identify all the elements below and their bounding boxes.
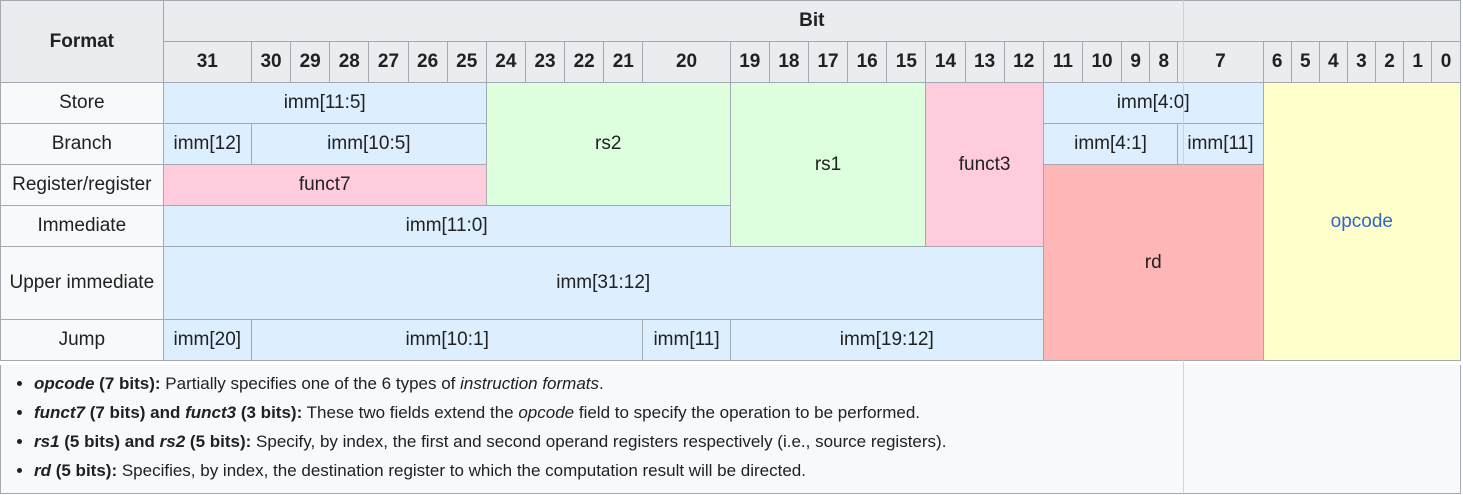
field-jump-imm-19-12: imm[19:12]	[729, 319, 1044, 361]
note-text: field to specify the operation to be per…	[574, 403, 920, 422]
bit-number: 4	[1318, 41, 1348, 83]
bit-number: 11	[1042, 41, 1083, 83]
bit-number: 9	[1121, 41, 1151, 83]
bit-number: 16	[847, 41, 888, 83]
note-funct: funct7 (7 bits) and funct3 (3 bits): The…	[34, 403, 1460, 422]
note-bold: (5 bits):	[185, 432, 252, 451]
column-divider-line	[1183, 0, 1184, 495]
bit-header: Bit	[162, 0, 1462, 42]
note-bold: (5 bits) and	[59, 432, 160, 451]
instruction-format-table: Format Bit 31 30 29 28 27 26 25 24 23 22…	[0, 0, 1462, 361]
note-term: funct7	[34, 403, 85, 422]
field-notes: opcode (7 bits): Partially specifies one…	[0, 365, 1461, 494]
format-branch: Branch	[0, 123, 164, 165]
bit-number: 27	[368, 41, 409, 83]
bit-number: 13	[964, 41, 1005, 83]
note-term: rs2	[159, 432, 186, 451]
bit-number: 22	[564, 41, 605, 83]
note-rd: rd (5 bits): Specifies, by index, the de…	[34, 461, 1460, 480]
note-rs: rs1 (5 bits) and rs2 (5 bits): Specify, …	[34, 432, 1460, 451]
note-bold: (7 bits) and	[85, 403, 186, 422]
field-rd: rd	[1042, 164, 1264, 361]
format-jump: Jump	[0, 319, 164, 361]
field-store-imm-4-0: imm[4:0]	[1042, 82, 1264, 124]
bit-number: 20	[642, 41, 731, 83]
field-branch-imm-12: imm[12]	[162, 123, 252, 165]
format-upper-immediate: Upper immediate	[0, 246, 164, 320]
bit-number: 19	[729, 41, 770, 83]
note-term: rs1	[34, 432, 60, 451]
field-jump-imm-11: imm[11]	[642, 319, 731, 361]
note-text: Specify, by index, the first and second …	[251, 432, 947, 451]
note-bold: (7 bits):	[94, 374, 161, 393]
bit-number: 26	[407, 41, 448, 83]
note-italic: instruction formats	[460, 374, 600, 393]
bit-number: 7	[1177, 41, 1264, 83]
note-opcode: opcode (7 bits): Partially specifies one…	[34, 374, 1460, 393]
bit-number: 21	[603, 41, 644, 83]
note-text: These two fields extend the	[302, 403, 519, 422]
notes-list: opcode (7 bits): Partially specifies one…	[1, 365, 1460, 480]
note-term: funct3	[185, 403, 237, 422]
format-header: Format	[0, 0, 164, 83]
bit-number: 8	[1149, 41, 1179, 83]
field-funct7: funct7	[162, 164, 487, 206]
field-funct3: funct3	[925, 82, 1044, 247]
bit-number: 30	[250, 41, 292, 83]
bit-number: 15	[886, 41, 927, 83]
field-branch-imm-11: imm[11]	[1177, 123, 1264, 165]
note-term: opcode	[34, 374, 95, 393]
format-immediate: Immediate	[0, 205, 164, 247]
bit-number: 0	[1431, 41, 1461, 83]
bit-number: 25	[446, 41, 487, 83]
bit-number: 17	[807, 41, 849, 83]
bit-number: 29	[290, 41, 331, 83]
field-imm-11-0: imm[11:0]	[162, 205, 731, 247]
note-bold: (3 bits):	[236, 403, 303, 422]
bit-number: 1	[1403, 41, 1433, 83]
bit-number: 18	[768, 41, 809, 83]
bit-number: 31	[162, 41, 252, 83]
note-bold: (5 bits):	[51, 461, 118, 480]
bit-number: 3	[1346, 41, 1376, 83]
note-text: .	[599, 374, 604, 393]
field-rs2: rs2	[485, 82, 731, 206]
bit-number: 28	[329, 41, 370, 83]
bit-number: 12	[1003, 41, 1044, 83]
note-text: Specifies, by index, the destination reg…	[117, 461, 806, 480]
bit-number: 14	[925, 41, 966, 83]
field-branch-imm-10-5: imm[10:5]	[250, 123, 487, 165]
field-rs1: rs1	[729, 82, 927, 247]
note-text: Partially specifies one of the 6 types o…	[160, 374, 461, 393]
bit-number: 23	[524, 41, 566, 83]
note-italic: opcode	[518, 403, 575, 422]
field-opcode: opcode	[1262, 82, 1462, 361]
format-store: Store	[0, 82, 164, 124]
bit-number: 5	[1290, 41, 1320, 83]
bit-number: 24	[485, 41, 526, 83]
format-register-register: Register/register	[0, 164, 164, 206]
bit-number: 2	[1374, 41, 1405, 83]
bit-number: 10	[1081, 41, 1123, 83]
bit-number: 6	[1262, 41, 1292, 83]
field-branch-imm-4-1: imm[4:1]	[1042, 123, 1179, 165]
field-store-imm-11-5: imm[11:5]	[162, 82, 487, 124]
note-term: rd	[34, 461, 51, 480]
field-imm-31-12: imm[31:12]	[162, 246, 1044, 320]
field-jump-imm-10-1: imm[10:1]	[250, 319, 644, 361]
field-jump-imm-20: imm[20]	[162, 319, 252, 361]
